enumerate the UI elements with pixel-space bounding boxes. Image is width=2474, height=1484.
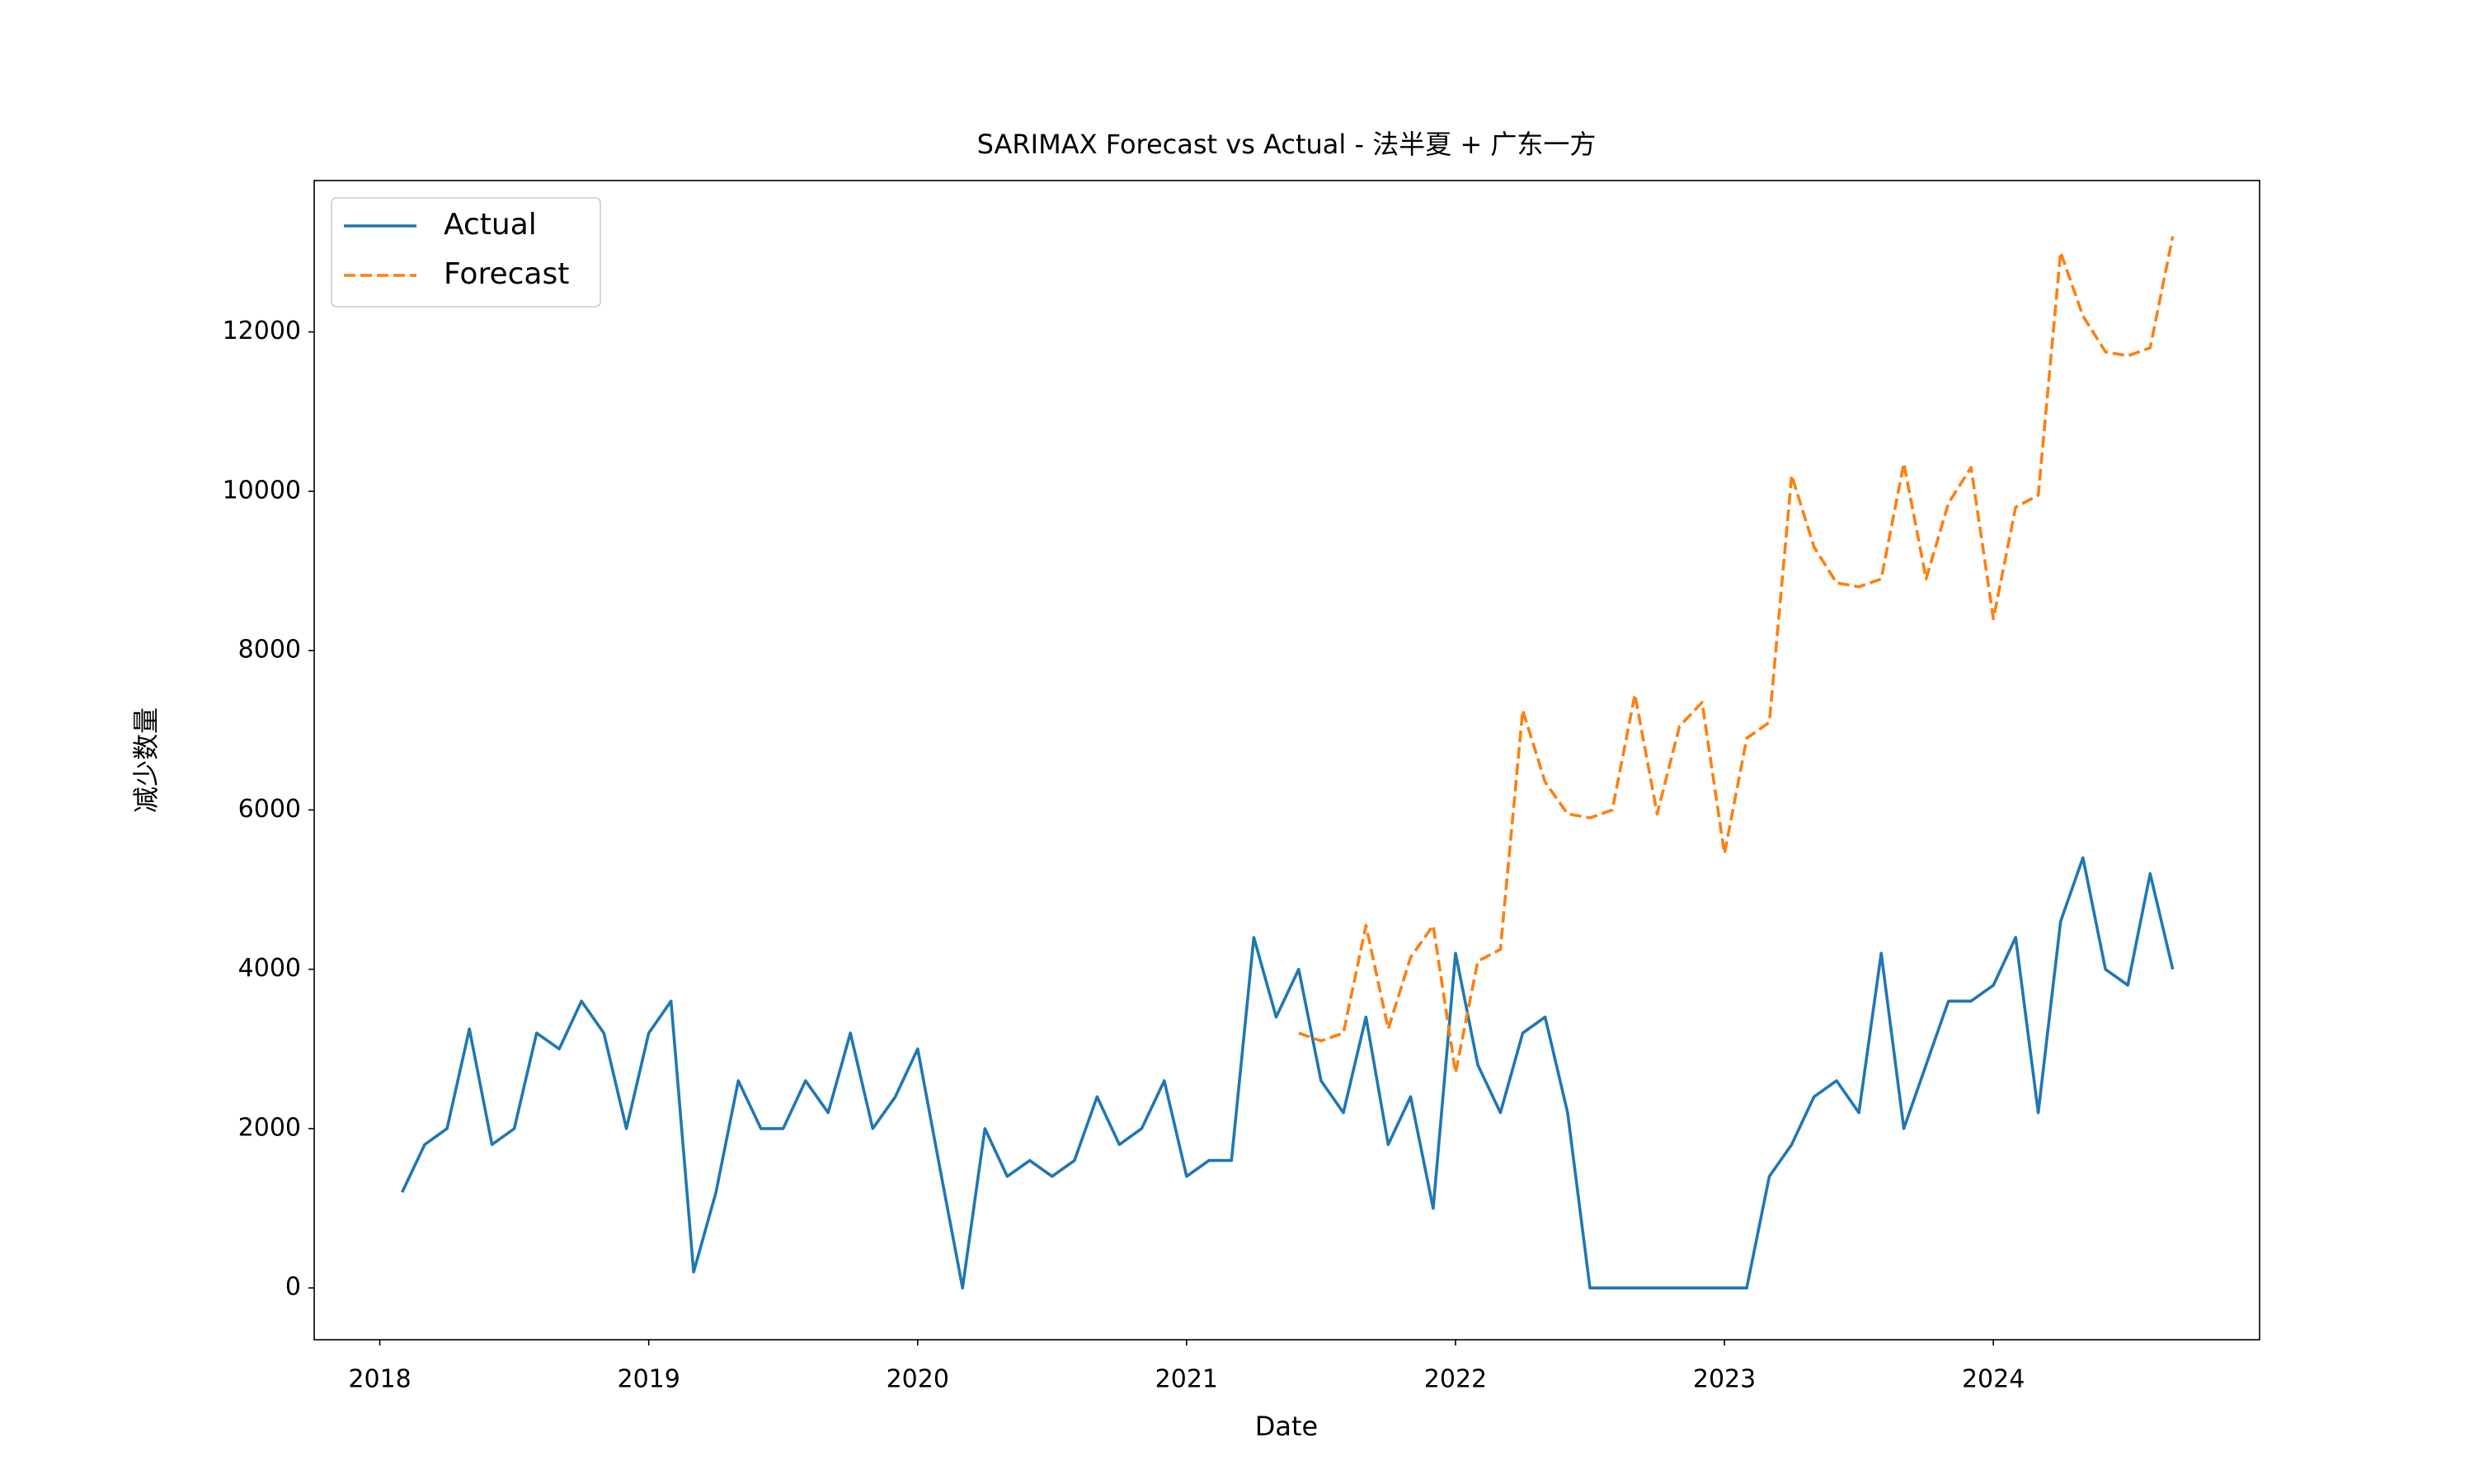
series-line [400, 856, 2175, 1289]
y-tick-label: 12000 [223, 317, 301, 345]
y-axis-label: 减少数量 [130, 707, 162, 813]
plot-frame [313, 180, 2260, 1341]
x-tick-label: 2019 [617, 1365, 680, 1394]
y-tick-label: 0 [285, 1273, 301, 1302]
legend: Actual Forecast [331, 197, 601, 308]
y-tick-label: 2000 [238, 1113, 301, 1142]
legend-label: Actual [444, 208, 537, 242]
chart-title: SARIMAX Forecast vs Actual - 法半夏 + 广东一方 [977, 129, 1597, 160]
x-tick-label: 2018 [348, 1365, 411, 1394]
x-tick-label: 2022 [1424, 1365, 1487, 1394]
x-tick-label: 2020 [887, 1365, 949, 1394]
y-tick-label: 8000 [238, 636, 301, 665]
x-axis-label: Date [1255, 1411, 1318, 1442]
y-tick-label: 4000 [238, 954, 301, 983]
legend-label: Forecast [444, 257, 569, 291]
y-tick-label: 6000 [238, 795, 301, 824]
x-tick-label: 2023 [1693, 1365, 1756, 1394]
y-tick-label: 10000 [223, 476, 301, 505]
x-tick-label: 2024 [1962, 1365, 2025, 1394]
x-tick-label: 2021 [1155, 1365, 1218, 1394]
series-line [1298, 236, 2175, 1075]
